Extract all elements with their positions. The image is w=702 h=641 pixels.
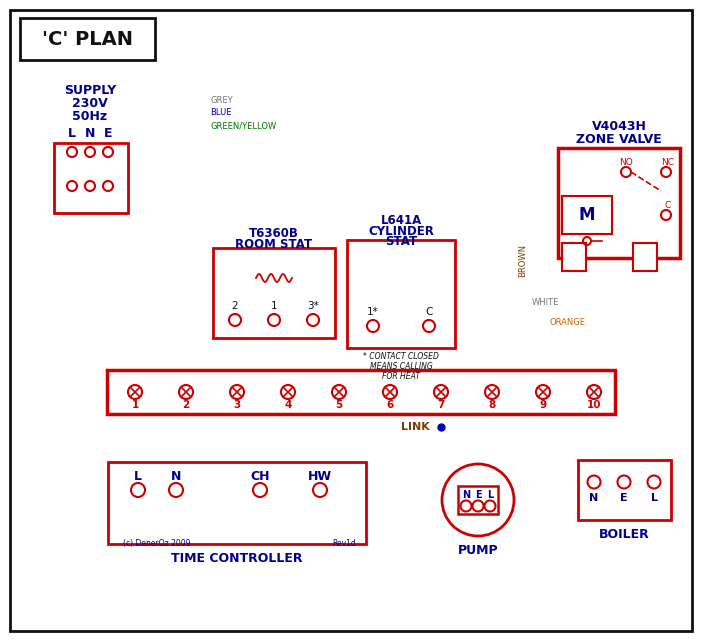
Text: ROOM STAT: ROOM STAT: [235, 238, 312, 251]
Text: NO: NO: [619, 158, 633, 167]
Text: CYLINDER: CYLINDER: [368, 224, 434, 238]
Text: BOILER: BOILER: [599, 528, 650, 540]
Text: SUPPLY: SUPPLY: [64, 83, 116, 97]
Text: L: L: [487, 490, 493, 500]
Text: N: N: [85, 126, 95, 140]
Text: MEANS CALLING: MEANS CALLING: [370, 362, 432, 371]
Text: 9: 9: [539, 400, 547, 410]
Text: WHITE: WHITE: [532, 298, 559, 307]
FancyBboxPatch shape: [54, 143, 128, 213]
FancyBboxPatch shape: [562, 196, 612, 234]
Text: 8: 8: [489, 400, 496, 410]
Text: L641A: L641A: [380, 213, 422, 226]
Text: C: C: [425, 307, 432, 317]
Text: GREEN/YELLOW: GREEN/YELLOW: [210, 121, 277, 130]
Text: N: N: [171, 469, 181, 483]
FancyBboxPatch shape: [10, 10, 692, 631]
FancyBboxPatch shape: [458, 486, 498, 514]
Text: 1: 1: [131, 400, 138, 410]
Text: M: M: [578, 206, 595, 224]
Text: 2: 2: [232, 301, 238, 311]
Text: 50Hz: 50Hz: [72, 110, 107, 122]
Text: (c) DenerOz 2009: (c) DenerOz 2009: [123, 539, 190, 548]
Text: Rev1d: Rev1d: [332, 539, 356, 548]
Text: ZONE VALVE: ZONE VALVE: [576, 133, 662, 146]
Text: NC: NC: [661, 158, 675, 167]
Text: 4: 4: [284, 400, 292, 410]
FancyBboxPatch shape: [578, 460, 671, 520]
FancyBboxPatch shape: [107, 370, 615, 414]
FancyBboxPatch shape: [20, 18, 155, 60]
Text: 3*: 3*: [307, 301, 319, 311]
Text: ORANGE: ORANGE: [550, 318, 586, 327]
Text: 10: 10: [587, 400, 601, 410]
Text: L: L: [134, 469, 142, 483]
Text: BLUE: BLUE: [210, 108, 232, 117]
Text: 6: 6: [386, 400, 394, 410]
Text: N: N: [590, 493, 599, 503]
Text: V4043H: V4043H: [592, 119, 647, 133]
Text: 230V: 230V: [72, 97, 108, 110]
Text: 'C' PLAN: 'C' PLAN: [41, 29, 133, 49]
Text: 1: 1: [271, 301, 277, 311]
Text: 3: 3: [233, 400, 241, 410]
Text: BROWN: BROWN: [519, 244, 527, 276]
Text: E: E: [104, 126, 112, 140]
Text: TIME CONTROLLER: TIME CONTROLLER: [171, 551, 303, 565]
Text: E: E: [475, 490, 482, 500]
Text: 2: 2: [183, 400, 190, 410]
FancyBboxPatch shape: [108, 462, 366, 544]
Text: T6360B: T6360B: [249, 226, 299, 240]
Text: L: L: [68, 126, 76, 140]
Text: * CONTACT CLOSED: * CONTACT CLOSED: [363, 352, 439, 361]
Text: N: N: [462, 490, 470, 500]
FancyBboxPatch shape: [347, 240, 455, 348]
Text: C: C: [665, 201, 671, 210]
FancyBboxPatch shape: [213, 248, 335, 338]
Text: 1*: 1*: [367, 307, 379, 317]
Text: PUMP: PUMP: [458, 544, 498, 556]
Text: 5: 5: [336, 400, 343, 410]
Text: LINK: LINK: [401, 422, 430, 432]
Text: L: L: [651, 493, 658, 503]
FancyBboxPatch shape: [562, 243, 586, 271]
Text: GREY: GREY: [210, 96, 232, 105]
Text: 7: 7: [437, 400, 444, 410]
Text: E: E: [620, 493, 628, 503]
Text: CH: CH: [250, 469, 270, 483]
FancyBboxPatch shape: [633, 243, 657, 271]
FancyBboxPatch shape: [558, 148, 680, 258]
Text: FOR HEAT: FOR HEAT: [382, 372, 420, 381]
Text: HW: HW: [308, 469, 332, 483]
Text: STAT: STAT: [385, 235, 417, 247]
